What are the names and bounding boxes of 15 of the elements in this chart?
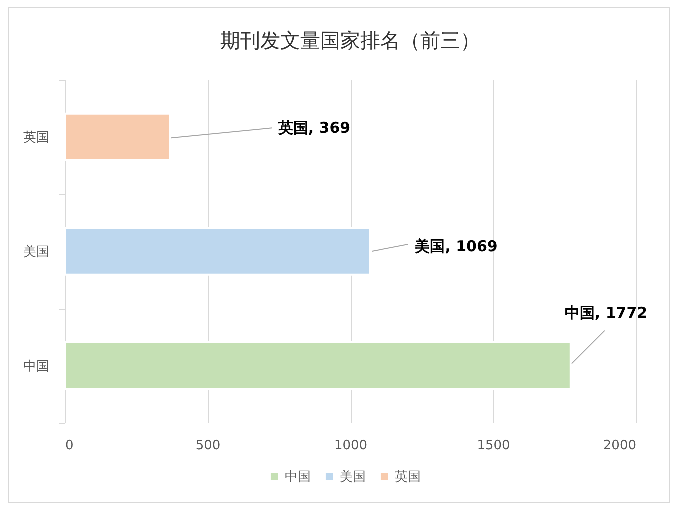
y-tick-label: 英国 xyxy=(24,130,50,146)
data-label: 英国, 369 xyxy=(277,119,351,138)
x-tick-label: 2000 xyxy=(603,438,636,454)
data-label: 美国, 1069 xyxy=(414,238,498,256)
legend-label: 中国 xyxy=(285,470,311,485)
x-tick-label: 1000 xyxy=(334,438,368,454)
y-tick-label: 美国 xyxy=(24,244,50,260)
data-label: 中国, 1772 xyxy=(564,304,648,322)
x-tick-label: 0 xyxy=(66,438,74,454)
x-tick-label: 500 xyxy=(196,438,221,454)
chart-title: 期刊发文量国家排名（前三） xyxy=(220,28,480,52)
y-tick-label: 中国 xyxy=(24,359,50,374)
x-tick-label: 1500 xyxy=(477,438,510,454)
legend-label: 美国 xyxy=(340,468,366,485)
legend-label: 英国 xyxy=(395,470,421,485)
